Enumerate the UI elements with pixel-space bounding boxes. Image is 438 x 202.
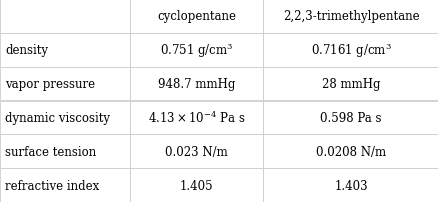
Text: dynamic viscosity: dynamic viscosity (5, 111, 110, 124)
Text: 0.751 g/cm$^3$: 0.751 g/cm$^3$ (159, 41, 233, 60)
Text: 0.023 N/m: 0.023 N/m (165, 145, 227, 158)
Text: refractive index: refractive index (5, 179, 99, 192)
Bar (129, 135, 263, 168)
Text: density: density (5, 44, 48, 57)
Text: cyclopentane: cyclopentane (157, 10, 235, 23)
Bar (129, 101, 263, 135)
Bar (129, 0, 263, 34)
Text: 1.403: 1.403 (334, 179, 367, 192)
Bar (129, 168, 263, 202)
Text: 0.7161 g/cm$^3$: 0.7161 g/cm$^3$ (310, 41, 391, 60)
Text: 1.405: 1.405 (179, 179, 213, 192)
Bar (263, 0, 438, 34)
Text: 2,2,3-trimethylpentane: 2,2,3-trimethylpentane (282, 10, 419, 23)
Bar (263, 101, 438, 135)
Text: $4.13\times10^{-4}$ Pa s: $4.13\times10^{-4}$ Pa s (147, 110, 245, 126)
Bar (129, 67, 263, 101)
Bar (0, 34, 129, 67)
Bar (0, 135, 129, 168)
Text: 948.7 mmHg: 948.7 mmHg (157, 78, 235, 91)
Text: vapor pressure: vapor pressure (5, 78, 95, 91)
Bar (263, 168, 438, 202)
Bar (263, 67, 438, 101)
Bar (129, 34, 263, 67)
Bar (263, 34, 438, 67)
Bar (0, 101, 129, 135)
Bar (0, 67, 129, 101)
Bar (0, 0, 129, 34)
Bar (0, 168, 129, 202)
Text: 0.0208 N/m: 0.0208 N/m (315, 145, 385, 158)
Text: 28 mmHg: 28 mmHg (321, 78, 380, 91)
Text: surface tension: surface tension (5, 145, 96, 158)
Text: 0.598 Pa s: 0.598 Pa s (320, 111, 381, 124)
Bar (263, 135, 438, 168)
